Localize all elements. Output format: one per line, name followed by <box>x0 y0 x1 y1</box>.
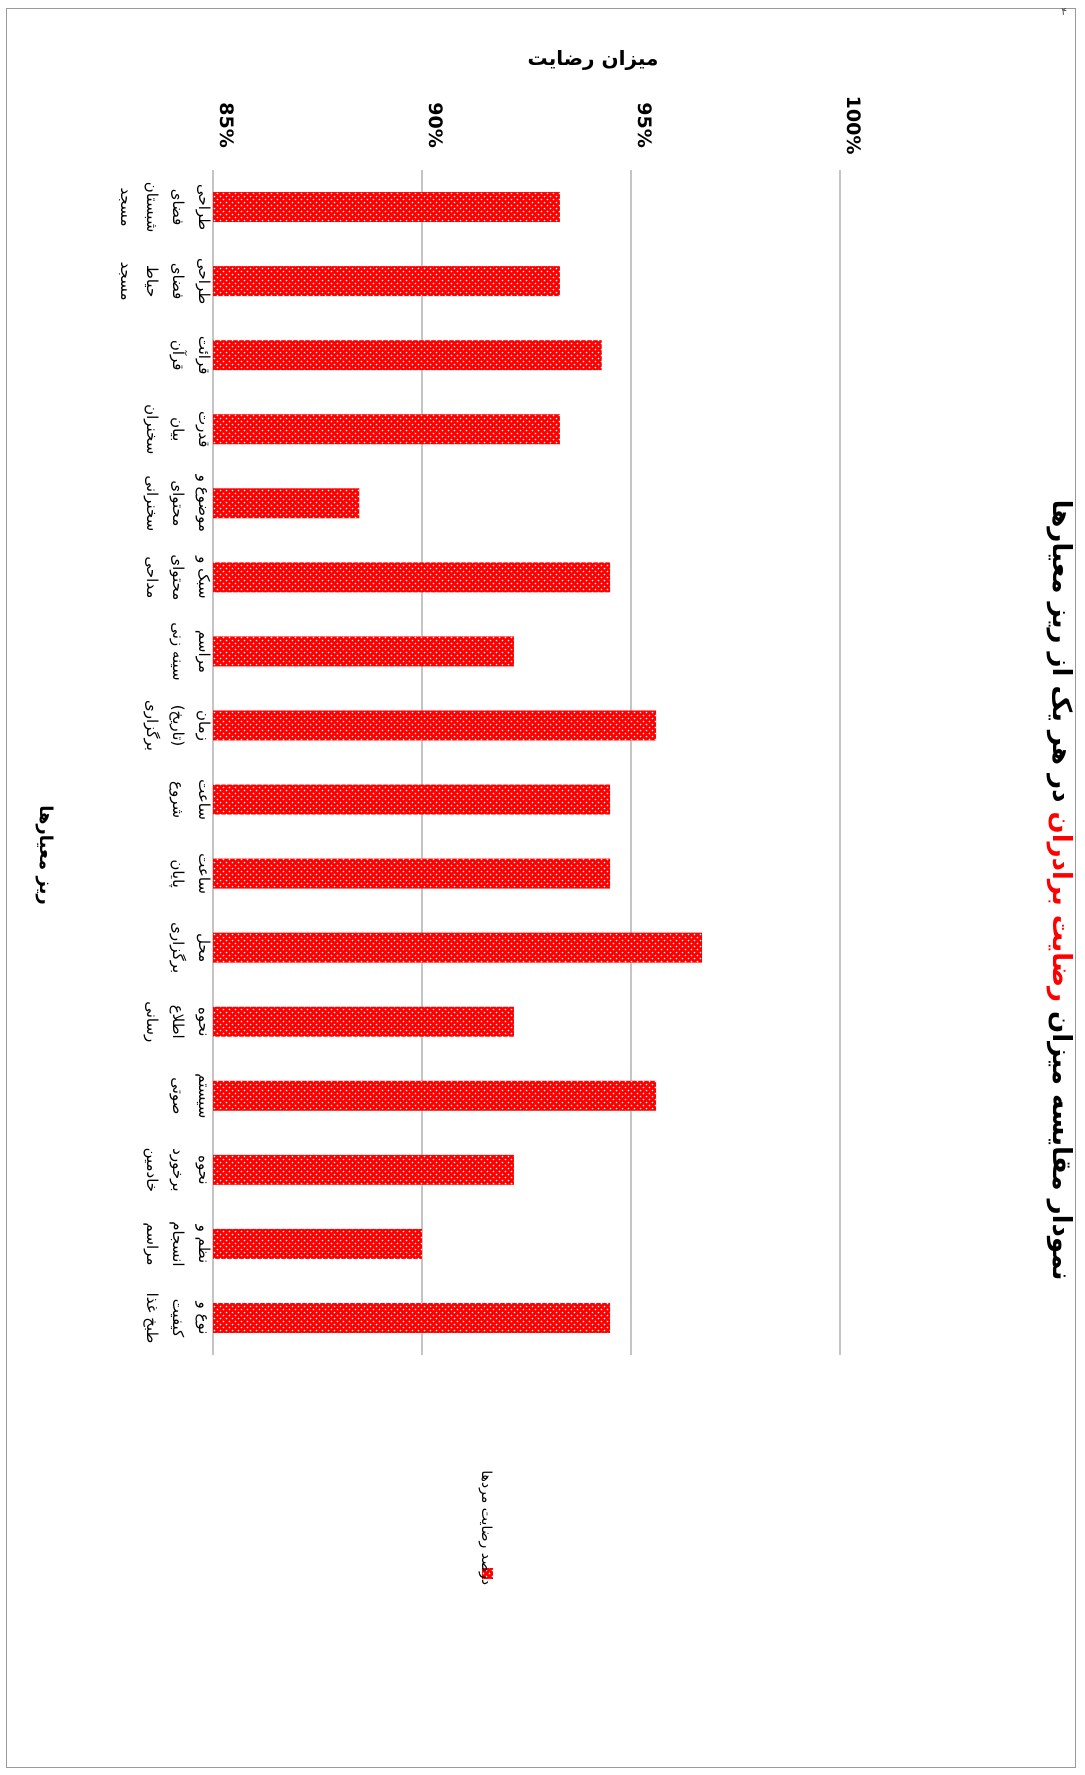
category-label: سخنرانی <box>143 475 161 531</box>
bar <box>213 414 560 445</box>
legend-swatch <box>482 1568 493 1579</box>
category-label: ساعت <box>195 779 213 820</box>
category-label: محتوای <box>169 554 187 600</box>
category-label: بیان <box>169 417 187 441</box>
y-tick-label: 85% <box>215 102 237 147</box>
category-label: فضای <box>169 189 187 226</box>
category-label: قرآن <box>169 340 187 371</box>
bar <box>213 488 360 519</box>
bar <box>213 784 611 815</box>
legend: درصد رضایت مردها <box>478 1470 494 1585</box>
bar <box>213 1006 514 1037</box>
bar <box>213 192 560 223</box>
chart-title: نمودار مقایسه میزان رضایت برادران در هر … <box>1046 500 1076 1281</box>
category-label: محتوای <box>169 480 187 526</box>
y-tick-label: 100% <box>842 96 864 155</box>
y-tick-labels: 85% 90% 95% 100% <box>215 96 864 155</box>
category-label: اطلاع <box>169 1005 187 1039</box>
category-label: زمان <box>195 710 213 741</box>
y-axis-title: میزان رضایت <box>528 46 659 70</box>
category-label: قرائت <box>195 336 213 375</box>
bar <box>213 1302 611 1333</box>
category-label: سخنران <box>143 404 161 454</box>
bar <box>213 1228 422 1259</box>
category-label: مسجد <box>117 188 135 227</box>
chart-title-part: رضایت برادران <box>1046 812 1076 1002</box>
page-number: ۴ <box>1061 5 1067 18</box>
category-label: ساعت <box>195 853 213 894</box>
category-label: طراحی <box>195 184 213 230</box>
category-label: مراسم <box>143 1222 161 1265</box>
y-tick-label: 90% <box>424 102 446 147</box>
category-label: قدرت <box>195 411 213 447</box>
category-label: محل <box>195 933 213 962</box>
category-label: مراسم <box>195 630 213 673</box>
legend-label: درصد رضایت مردها <box>478 1470 494 1585</box>
bar <box>213 932 703 963</box>
category-label: نحوه <box>195 1007 213 1036</box>
category-label: صوتی <box>169 1077 187 1114</box>
chart-frame: ۴ <box>6 5 1076 1768</box>
category-label: برخورد <box>169 1148 187 1191</box>
category-label: شبستان <box>143 182 161 233</box>
category-label: نحوه <box>195 1155 213 1184</box>
category-label: حیاط <box>143 265 161 297</box>
bar <box>213 858 611 889</box>
category-label: شروع <box>169 781 187 818</box>
bar <box>213 636 514 667</box>
bars <box>213 192 703 1333</box>
y-tick-label: 95% <box>633 102 655 147</box>
x-axis-title: ریز معیارها <box>35 805 56 905</box>
bar <box>213 710 657 741</box>
bar <box>213 1154 514 1185</box>
category-label: مسجد <box>117 262 135 301</box>
category-label: نظم و <box>195 1224 213 1263</box>
category-label: طراحی <box>195 258 213 304</box>
category-label: انسجام <box>169 1221 187 1266</box>
bar <box>213 562 611 593</box>
category-label: فضای <box>169 263 187 300</box>
category-label: برگزاری <box>143 700 161 751</box>
category-label: پایان <box>168 859 187 888</box>
category-label: طبخ غذا <box>143 1293 161 1344</box>
category-label: خادمین <box>143 1148 161 1193</box>
bar <box>213 1080 657 1111</box>
bar <box>213 340 602 371</box>
category-label: نوع و <box>195 1301 213 1335</box>
category-label: مداحی <box>143 556 161 598</box>
category-label: رسانی <box>143 1001 161 1042</box>
category-label: سیستم <box>195 1073 213 1118</box>
category-labels: طراحی فضای شبستان مسجد طراحی فضای حیاط مسجد قرائ… <box>117 182 213 1344</box>
chart-title-part: در هر یک از ریز معیارها <box>1046 500 1076 812</box>
category-label: سبک و <box>195 555 213 599</box>
bar <box>213 266 560 297</box>
category-label: برگزاری <box>169 922 187 973</box>
category-label: کیفیت <box>169 1299 187 1338</box>
category-label: موضوع و <box>195 474 213 532</box>
chart-title-part: نمودار مقایسه میزان <box>1046 1002 1076 1280</box>
category-label: (تاریخ) <box>169 705 187 747</box>
category-label: سینه زنی <box>169 622 187 680</box>
